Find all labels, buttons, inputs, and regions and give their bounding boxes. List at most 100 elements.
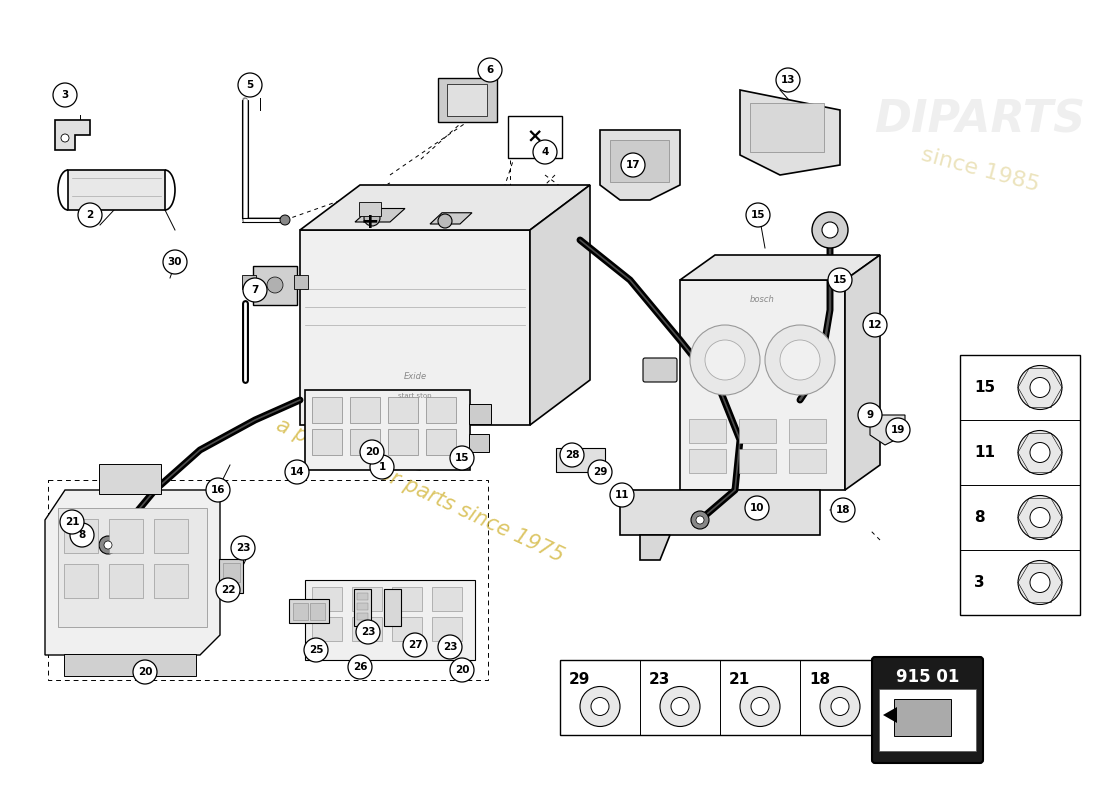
FancyBboxPatch shape — [384, 589, 402, 626]
Circle shape — [610, 483, 634, 507]
Text: 23: 23 — [235, 543, 251, 553]
Circle shape — [864, 313, 887, 337]
FancyBboxPatch shape — [438, 78, 497, 122]
Circle shape — [705, 340, 745, 380]
Text: 13: 13 — [781, 75, 795, 85]
Text: 26: 26 — [353, 662, 367, 672]
Circle shape — [746, 203, 770, 227]
Text: 20: 20 — [365, 447, 380, 457]
FancyBboxPatch shape — [739, 449, 776, 473]
FancyBboxPatch shape — [64, 519, 98, 553]
FancyBboxPatch shape — [109, 519, 143, 553]
Circle shape — [696, 516, 704, 524]
FancyBboxPatch shape — [789, 449, 826, 473]
Circle shape — [588, 460, 612, 484]
Circle shape — [1018, 561, 1062, 605]
Text: since 1985: since 1985 — [918, 145, 1042, 195]
FancyBboxPatch shape — [789, 419, 826, 443]
FancyBboxPatch shape — [294, 275, 308, 289]
Text: 18: 18 — [836, 505, 850, 515]
Text: 15: 15 — [974, 380, 996, 395]
FancyBboxPatch shape — [644, 358, 676, 382]
FancyBboxPatch shape — [469, 404, 491, 424]
Polygon shape — [300, 230, 530, 425]
FancyBboxPatch shape — [426, 397, 456, 423]
Circle shape — [238, 73, 262, 97]
Text: 27: 27 — [408, 640, 422, 650]
Circle shape — [534, 140, 557, 164]
Circle shape — [621, 153, 645, 177]
FancyBboxPatch shape — [64, 564, 98, 598]
Circle shape — [364, 210, 380, 226]
Text: 10: 10 — [750, 503, 764, 513]
Circle shape — [450, 446, 474, 470]
FancyBboxPatch shape — [312, 587, 342, 611]
Text: 7: 7 — [251, 285, 258, 295]
Text: 23: 23 — [361, 627, 375, 637]
Circle shape — [560, 443, 584, 467]
Text: 8: 8 — [78, 530, 86, 540]
Text: 5: 5 — [246, 80, 254, 90]
Circle shape — [163, 250, 187, 274]
Text: start stop: start stop — [398, 393, 431, 398]
Circle shape — [216, 578, 240, 602]
Text: 19: 19 — [891, 425, 905, 435]
Polygon shape — [845, 255, 880, 490]
Circle shape — [243, 278, 267, 302]
Text: 25: 25 — [309, 645, 323, 655]
FancyBboxPatch shape — [58, 508, 207, 627]
Circle shape — [660, 686, 700, 726]
Circle shape — [1030, 442, 1050, 462]
FancyBboxPatch shape — [960, 355, 1080, 615]
Circle shape — [812, 212, 848, 248]
Text: 8: 8 — [974, 510, 984, 525]
FancyBboxPatch shape — [222, 562, 240, 582]
Text: 29: 29 — [593, 467, 607, 477]
Circle shape — [830, 698, 849, 715]
Circle shape — [133, 660, 157, 684]
FancyBboxPatch shape — [469, 434, 490, 452]
FancyBboxPatch shape — [293, 602, 308, 619]
Text: 23: 23 — [442, 642, 458, 652]
Circle shape — [671, 698, 689, 715]
FancyBboxPatch shape — [388, 397, 418, 423]
Polygon shape — [883, 707, 896, 723]
Circle shape — [280, 215, 290, 225]
FancyBboxPatch shape — [219, 559, 243, 593]
FancyBboxPatch shape — [354, 589, 371, 626]
Polygon shape — [305, 580, 475, 660]
Circle shape — [60, 134, 69, 142]
Text: 3: 3 — [974, 575, 984, 590]
FancyBboxPatch shape — [750, 103, 824, 152]
Text: 1: 1 — [378, 462, 386, 472]
FancyBboxPatch shape — [64, 654, 196, 676]
Circle shape — [1030, 507, 1050, 527]
Circle shape — [886, 418, 910, 442]
Polygon shape — [870, 415, 905, 445]
FancyBboxPatch shape — [242, 275, 256, 289]
Circle shape — [78, 203, 102, 227]
FancyBboxPatch shape — [356, 613, 369, 620]
Text: 16: 16 — [211, 485, 226, 495]
FancyBboxPatch shape — [689, 449, 726, 473]
Text: 30: 30 — [167, 257, 183, 267]
Circle shape — [780, 340, 820, 380]
Text: 18: 18 — [808, 672, 830, 687]
Text: 11: 11 — [615, 490, 629, 500]
Text: 9: 9 — [867, 410, 873, 420]
FancyBboxPatch shape — [689, 419, 726, 443]
Circle shape — [304, 638, 328, 662]
Text: 12: 12 — [868, 320, 882, 330]
FancyBboxPatch shape — [289, 599, 329, 623]
Text: 4: 4 — [541, 147, 549, 157]
FancyBboxPatch shape — [253, 266, 297, 305]
FancyBboxPatch shape — [109, 564, 143, 598]
Text: 14: 14 — [289, 467, 305, 477]
Circle shape — [591, 698, 609, 715]
Circle shape — [206, 478, 230, 502]
Polygon shape — [740, 90, 840, 175]
Text: 2: 2 — [87, 210, 94, 220]
Circle shape — [776, 68, 800, 92]
Polygon shape — [55, 120, 90, 150]
FancyBboxPatch shape — [392, 587, 422, 611]
